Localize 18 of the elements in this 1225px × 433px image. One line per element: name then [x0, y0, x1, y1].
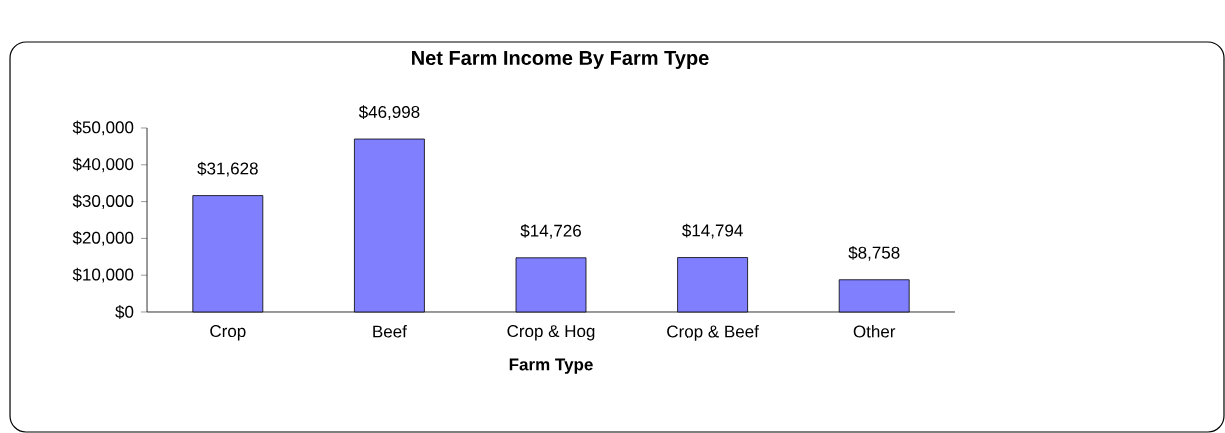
x-tick-label: Crop [210, 325, 246, 341]
data-label: $46,998 [358, 105, 420, 120]
y-tick-label: $50,000 [72, 120, 134, 136]
data-label: $14,726 [520, 223, 581, 239]
y-tick-label: $10,000 [72, 267, 134, 283]
chart-title: Net Farm Income By Farm Type [412, 51, 709, 69]
data-label: $8,758 [848, 245, 900, 261]
x-tick-label: Crop & Hog [507, 325, 595, 341]
data-label: $14,794 [682, 223, 743, 239]
x-axis-title: Farm Type [509, 358, 593, 374]
y-tick-label: $40,000 [72, 157, 134, 173]
y-tick-label: $0 [115, 305, 134, 319]
y-tick-label: $30,000 [72, 194, 134, 209]
y-tick-label: $20,000 [72, 231, 134, 246]
x-tick-label: Other [853, 325, 896, 338]
x-tick-label: Beef [373, 325, 407, 338]
x-tick-label: Crop & Beef [667, 325, 759, 341]
data-label: $31,628 [197, 161, 258, 177]
